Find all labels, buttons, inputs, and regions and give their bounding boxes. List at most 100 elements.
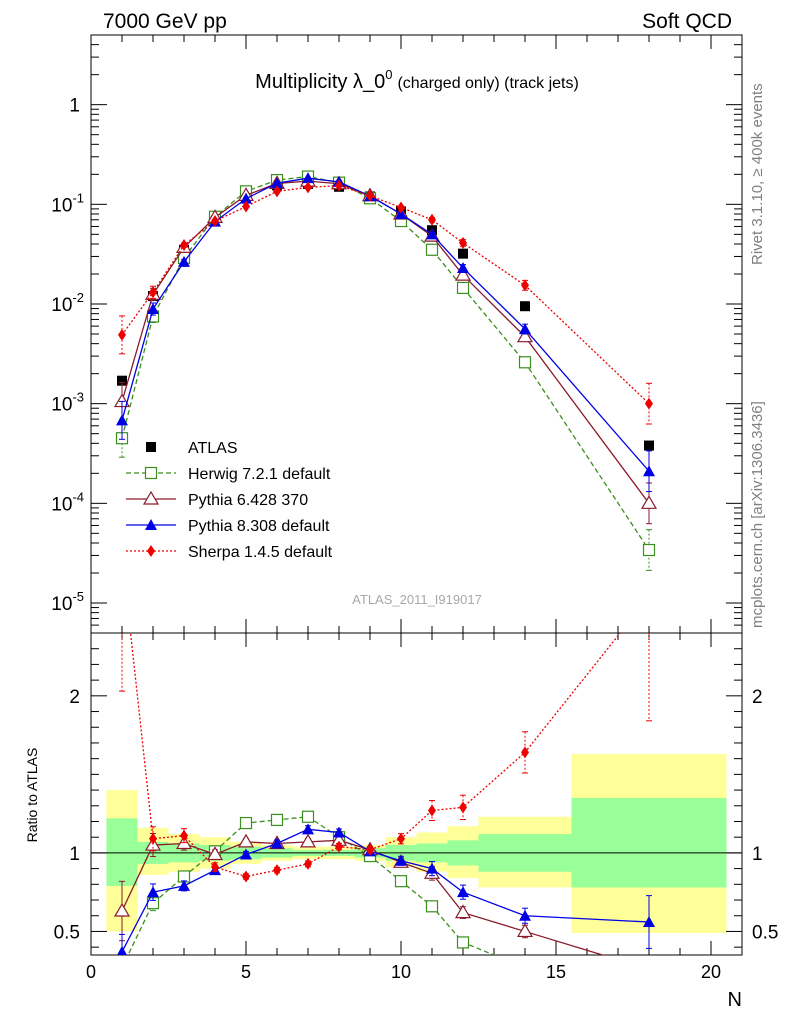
main-point-pythia8	[116, 414, 128, 426]
ratio-point-sherpa	[180, 829, 188, 842]
legend-marker-herwig	[144, 466, 158, 480]
ratio-point-pythia8	[333, 826, 345, 838]
y-tick-label: 10-3	[51, 390, 84, 416]
ratio-y-axis-title: Ratio to ATLAS	[24, 748, 40, 843]
ratio-point-sherpa	[211, 861, 219, 874]
main-point-herwig	[456, 281, 470, 295]
ratio-point-herwig	[644, 990, 655, 1001]
legend: ATLAS Herwig 7.2.1 default Pythia 6.428 37…	[126, 440, 333, 561]
main-point-sherpa	[118, 328, 126, 341]
mcplots-label: mcplots.cern.ch [arXiv:1306.3436]	[749, 401, 766, 628]
y-tick-label: 10-2	[51, 290, 84, 316]
ratio-point-herwig	[456, 936, 470, 949]
main-point-herwig	[642, 543, 656, 557]
main-point-pythia6	[516, 328, 534, 343]
ratio-point-sherpa	[304, 857, 312, 870]
main-point-herwig	[425, 243, 439, 256]
main-point-atlas	[644, 440, 654, 451]
main-point-sherpa	[645, 397, 653, 410]
ratio-point-sherpa	[428, 804, 436, 817]
main-point-atlas	[117, 375, 127, 386]
x-axis: 0 5 10 15 20	[86, 35, 721, 982]
ratio-point-pythia8	[643, 916, 655, 928]
ratio-point-pythia8	[457, 886, 469, 898]
ratio-series-sherpa	[118, 548, 653, 883]
legend-marker-pythia8	[145, 519, 157, 530]
main-point-atlas	[458, 248, 468, 259]
x-axis-title: N	[728, 989, 742, 1011]
main-point-pythia8	[426, 228, 438, 240]
ratio-point-sherpa	[273, 864, 281, 877]
main-line-pythia6	[121, 180, 650, 504]
ratio-tick-label-left: 2	[69, 687, 80, 708]
ratio-point-sherpa	[366, 843, 374, 856]
legend-label-pythia8: Pythia 8.308 default	[188, 518, 330, 535]
rivet-version-label: Rivet 3.1.10, ≥ 400k events	[749, 83, 766, 265]
main-point-pythia8	[643, 465, 655, 477]
main-line-sherpa	[121, 184, 650, 405]
y-tick-label: 10-5	[51, 589, 84, 615]
ratio-panel-frame	[90, 632, 743, 956]
main-point-sherpa	[273, 185, 281, 198]
x-tick-label: 10	[391, 962, 411, 982]
ratio-point-pythia6	[454, 904, 472, 919]
ratio-point-herwig	[239, 816, 253, 830]
main-series-sherpa	[118, 179, 653, 425]
ratio-point-sherpa	[645, 591, 653, 603]
y-tick-label: 10-1	[51, 190, 84, 216]
ratio-point-pythia8	[426, 862, 438, 874]
ratio-point-pythia6	[206, 846, 224, 861]
ratio-point-pythia8	[395, 854, 407, 866]
main-point-sherpa	[335, 179, 343, 192]
legend-label-pythia6: Pythia 6.428 370	[188, 492, 308, 509]
ratio-point-herwig	[117, 962, 128, 973]
ratio-uncertainty-bands	[106, 753, 727, 934]
ratio-point-pythia6	[299, 833, 317, 848]
ratio-point-pythia8	[240, 848, 252, 860]
band-inner-bin	[106, 818, 138, 886]
y-tick-label: 1	[69, 96, 80, 117]
main-point-pythia8	[302, 172, 314, 184]
main-point-pythia8	[178, 255, 190, 267]
x-tick-label: 20	[701, 962, 721, 982]
ratio-point-sherpa	[459, 801, 467, 814]
analysis-watermark: ATLAS_2011_I919017	[352, 592, 482, 607]
main-point-pythia6	[454, 266, 472, 281]
legend-label-herwig: Herwig 7.2.1 default	[188, 466, 331, 483]
main-point-herwig	[518, 356, 532, 369]
ratio-point-pythia6	[113, 902, 131, 917]
x-tick-label: 5	[241, 962, 251, 982]
ratio-point-herwig	[270, 813, 284, 827]
main-point-pythia8	[519, 323, 531, 335]
ratio-series-layer	[113, 548, 655, 1001]
main-point-sherpa	[366, 189, 374, 202]
ratio-point-pythia8	[519, 909, 531, 921]
main-point-sherpa	[149, 286, 157, 299]
ratio-point-pythia8	[302, 823, 314, 835]
ratio-point-pythia8	[147, 886, 159, 898]
band-inner-bin	[571, 797, 727, 888]
main-point-sherpa	[180, 239, 188, 252]
ratio-tick-label-right: 2	[752, 687, 763, 708]
main-point-pythia8	[271, 177, 283, 189]
main-y-axis: 10-5 10-4 10-3 10-2 10-1 1	[51, 34, 742, 626]
ratio-point-pythia8	[271, 837, 283, 849]
main-point-pythia8	[147, 303, 159, 315]
ratio-y-axis: 0.5 0.5 1 1 2 2	[54, 648, 778, 948]
ratio-point-herwig	[301, 810, 315, 823]
ratio-point-herwig	[520, 962, 531, 973]
main-point-pythia8	[457, 261, 469, 273]
ratio-point-sherpa	[118, 548, 126, 560]
ratio-point-sherpa	[521, 746, 529, 759]
ratio-point-pythia8	[117, 945, 127, 955]
ratio-point-herwig	[394, 875, 408, 888]
main-point-sherpa	[242, 200, 250, 213]
ratio-point-pythia8	[178, 879, 190, 891]
ratio-point-sherpa	[149, 832, 157, 845]
legend-label-sherpa: Sherpa 1.4.5 default	[188, 544, 333, 561]
main-line-pythia8	[121, 177, 650, 472]
legend-marker-sherpa	[147, 545, 155, 557]
legend-marker-pythia6	[142, 490, 160, 505]
ratio-point-pythia6	[516, 923, 534, 938]
